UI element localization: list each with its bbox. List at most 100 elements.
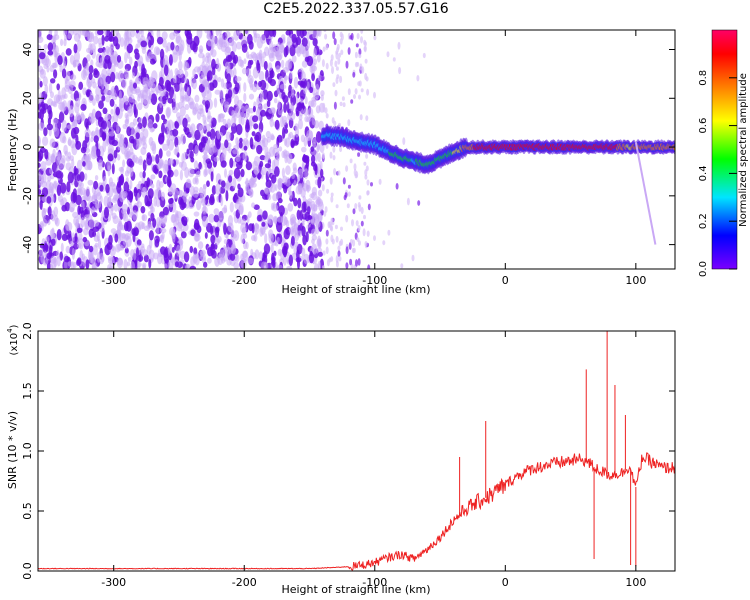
- noise-blob: [233, 230, 240, 242]
- noise-blob: [336, 74, 340, 79]
- noise-blob: [89, 43, 97, 53]
- noise-blob: [317, 212, 323, 222]
- noise-blob: [238, 141, 243, 149]
- noise-blob: [38, 162, 41, 168]
- noise-blob: [211, 138, 215, 145]
- noise-blob: [310, 99, 317, 108]
- noise-blob: [180, 133, 186, 145]
- noise-blob: [59, 182, 67, 194]
- noise-blob: [69, 240, 75, 247]
- noise-blob: [70, 74, 77, 81]
- noise-blob: [179, 106, 186, 117]
- noise-blob: [261, 134, 266, 144]
- noise-blob: [99, 57, 103, 66]
- noise-blob: [218, 211, 224, 220]
- noise-blob: [108, 177, 113, 187]
- noise-blob: [323, 211, 327, 217]
- noise-blob: [76, 227, 83, 233]
- noise-blob: [273, 46, 280, 57]
- noise-blob: [306, 31, 310, 41]
- noise-blob: [263, 60, 268, 71]
- noise-blob: [65, 48, 72, 56]
- noise-blob: [46, 34, 53, 41]
- noise-blob: [313, 58, 318, 65]
- noise-blob: [357, 152, 361, 157]
- noise-blob: [41, 187, 49, 197]
- noise-blob: [367, 264, 371, 269]
- noise-blob: [114, 190, 119, 202]
- noise-blob: [283, 102, 287, 113]
- noise-blob: [243, 137, 249, 146]
- noise-blob: [260, 34, 267, 44]
- noise-blob: [161, 191, 165, 201]
- noise-blob: [250, 177, 256, 185]
- noise-blob: [233, 167, 241, 179]
- noise-blob: [116, 55, 122, 63]
- noise-blob: [141, 47, 147, 54]
- noise-blob: [400, 263, 404, 269]
- noise-blob: [282, 37, 286, 44]
- noise-blob: [107, 144, 114, 155]
- noise-blob: [253, 204, 260, 210]
- noise-blob: [355, 43, 359, 48]
- noise-blob: [210, 171, 214, 182]
- noise-blob: [281, 91, 286, 100]
- noise-blob: [339, 101, 343, 107]
- noise-blob: [315, 131, 322, 143]
- noise-blob: [172, 75, 178, 84]
- noise-blob: [333, 120, 337, 127]
- noise-blob: [202, 183, 207, 190]
- snr-y-tick-label: 1.0: [21, 442, 34, 460]
- noise-blob: [117, 70, 124, 83]
- noise-blob: [67, 83, 74, 95]
- noise-blob: [88, 228, 95, 238]
- noise-blob: [361, 66, 365, 74]
- noise-blob: [133, 103, 137, 115]
- noise-blob: [296, 102, 303, 112]
- noise-blob: [88, 245, 94, 253]
- noise-blob: [355, 220, 359, 227]
- noise-blob: [330, 217, 334, 225]
- noise-blob: [61, 68, 67, 79]
- noise-blob: [332, 145, 336, 153]
- noise-blob: [189, 265, 197, 269]
- noise-blob: [310, 200, 316, 209]
- spectrogram-ridge: [320, 125, 675, 245]
- noise-blob: [345, 262, 349, 269]
- noise-blob: [257, 98, 263, 104]
- noise-blob: [299, 81, 304, 88]
- noise-blob: [70, 140, 76, 149]
- noise-blob: [53, 69, 58, 79]
- noise-blob: [142, 77, 149, 86]
- noise-blob: [357, 225, 361, 232]
- noise-blob: [129, 122, 135, 129]
- noise-blob: [168, 198, 174, 205]
- noise-blob: [290, 213, 296, 224]
- noise-blob: [209, 225, 214, 235]
- noise-blob: [225, 31, 231, 38]
- noise-blob: [302, 195, 306, 202]
- noise-blob: [192, 253, 198, 264]
- noise-blob: [136, 247, 139, 258]
- noise-blob: [218, 33, 224, 45]
- noise-blob: [326, 188, 330, 194]
- noise-blob: [175, 211, 182, 219]
- noise-blob: [59, 157, 66, 169]
- noise-blob: [43, 243, 49, 251]
- noise-blob: [238, 205, 244, 215]
- noise-blob: [265, 179, 272, 189]
- noise-blob: [278, 205, 285, 216]
- noise-blob: [328, 257, 332, 263]
- noise-blob: [172, 93, 177, 103]
- noise-blob: [124, 119, 129, 128]
- noise-blob: [53, 34, 60, 40]
- noise-blob: [176, 112, 181, 119]
- noise-blob: [143, 254, 149, 263]
- noise-blob: [111, 212, 117, 220]
- noise-blob: [181, 216, 185, 223]
- noise-blob: [211, 58, 216, 70]
- noise-blob: [174, 121, 180, 129]
- noise-blob: [342, 102, 346, 108]
- noise-blob: [138, 155, 143, 164]
- noise-blob: [109, 98, 115, 107]
